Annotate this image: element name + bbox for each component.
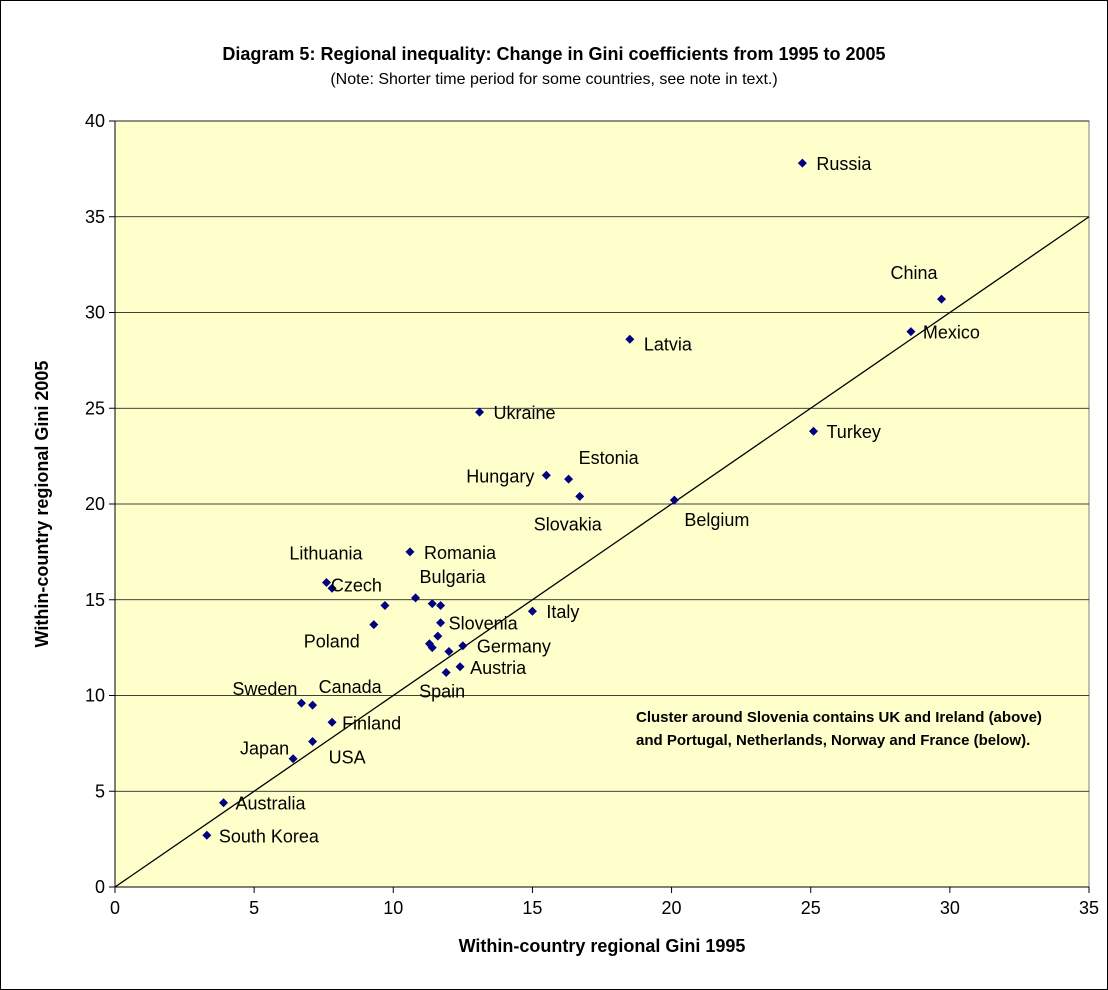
y-tick-label: 35: [85, 207, 105, 227]
cluster-annotation: Cluster around Slovenia contains UK and …: [636, 709, 1042, 749]
point-label: Turkey: [826, 422, 880, 442]
point-label: Slovenia: [449, 614, 519, 634]
point-label: South Korea: [219, 826, 320, 846]
y-tick-label: 15: [85, 590, 105, 610]
data-point: [541, 470, 551, 480]
y-tick-label: 30: [85, 303, 105, 323]
point-label: Russia: [816, 154, 872, 174]
y-tick-label: 10: [85, 686, 105, 706]
point-label: Poland: [304, 632, 360, 652]
data-point: [308, 700, 318, 710]
x-tick-label: 0: [110, 898, 120, 918]
data-point: [458, 641, 468, 651]
point-label: Bulgaria: [420, 567, 487, 587]
point-label: USA: [329, 747, 366, 767]
point-label: Sweden: [232, 679, 297, 699]
x-axis-title: Within-country regional Gini 1995: [459, 936, 746, 956]
data-point: [808, 426, 818, 436]
chart-subtitle: (Note: Shorter time period for some coun…: [330, 71, 778, 88]
point-label: Mexico: [923, 323, 980, 343]
x-tick-label: 35: [1079, 898, 1099, 918]
data-point: [455, 662, 465, 672]
point-label: Canada: [319, 677, 383, 697]
y-tick-label: 20: [85, 494, 105, 514]
x-tick-label: 5: [249, 898, 259, 918]
point-label: Lithuania: [289, 544, 363, 564]
data-point: [797, 158, 807, 168]
point-label: Belgium: [684, 510, 749, 530]
x-tick-label: 10: [383, 898, 403, 918]
y-axis-title: Within-country regional Gini 2005: [32, 361, 52, 648]
data-point: [475, 407, 485, 417]
data-point: [288, 754, 298, 764]
data-points: [202, 158, 947, 840]
point-label: Estonia: [579, 448, 640, 468]
axes: [109, 120, 1090, 893]
x-tick-label: 20: [662, 898, 682, 918]
data-point: [411, 593, 421, 603]
point-label: Spain: [419, 682, 465, 702]
data-point: [906, 327, 916, 337]
data-point: [327, 717, 337, 727]
data-point: [444, 646, 454, 656]
data-point: [669, 495, 679, 505]
x-tick-label: 15: [522, 898, 542, 918]
y-tick-label: 5: [95, 781, 105, 801]
gridlines: [115, 120, 1089, 792]
point-label: China: [890, 263, 938, 283]
y-tick-label: 0: [95, 877, 105, 897]
data-point: [219, 798, 229, 808]
point-label: Slovakia: [534, 514, 603, 534]
data-point: [427, 643, 437, 653]
data-point: [625, 334, 635, 344]
data-point: [369, 620, 379, 630]
data-point: [575, 491, 585, 501]
point-label: Japan: [240, 739, 289, 759]
point-label: Italy: [546, 602, 579, 622]
point-label: Latvia: [644, 334, 693, 354]
point-label: Romania: [424, 543, 497, 563]
data-point: [937, 294, 947, 304]
y-tick-label: 40: [85, 111, 105, 131]
point-label: Australia: [236, 794, 307, 814]
point-label: Finland: [342, 713, 401, 733]
data-point: [564, 474, 574, 484]
chart-title: Diagram 5: Regional inequality: Change i…: [222, 44, 886, 64]
data-point: [321, 578, 331, 588]
data-point: [308, 736, 318, 746]
data-point: [436, 618, 446, 628]
data-point: [436, 600, 446, 610]
point-labels: Russia China Mexico Latvia Ukraine Turkey Hung…: [219, 154, 980, 846]
data-point: [296, 698, 306, 708]
point-label: Ukraine: [494, 403, 556, 423]
data-point: [527, 606, 537, 616]
data-point: [202, 830, 212, 840]
data-point: [433, 631, 443, 641]
data-point: [405, 547, 415, 557]
point-label: Austria: [470, 658, 527, 678]
x-tick-label: 25: [801, 898, 821, 918]
reference-line: [114, 216, 1090, 888]
point-label: Germany: [477, 637, 551, 657]
y-tick-label: 25: [85, 398, 105, 418]
tick-labels: 0 5 10 15 20 25 30 35 40 0 5 10 15 20 25 30 35: [85, 111, 1099, 918]
data-point: [327, 583, 337, 593]
x-tick-label: 30: [940, 898, 960, 918]
data-point: [441, 668, 451, 678]
point-label: Czech: [331, 575, 382, 595]
data-point: [380, 600, 390, 610]
point-label: Hungary: [466, 466, 534, 486]
data-point: [427, 599, 437, 609]
